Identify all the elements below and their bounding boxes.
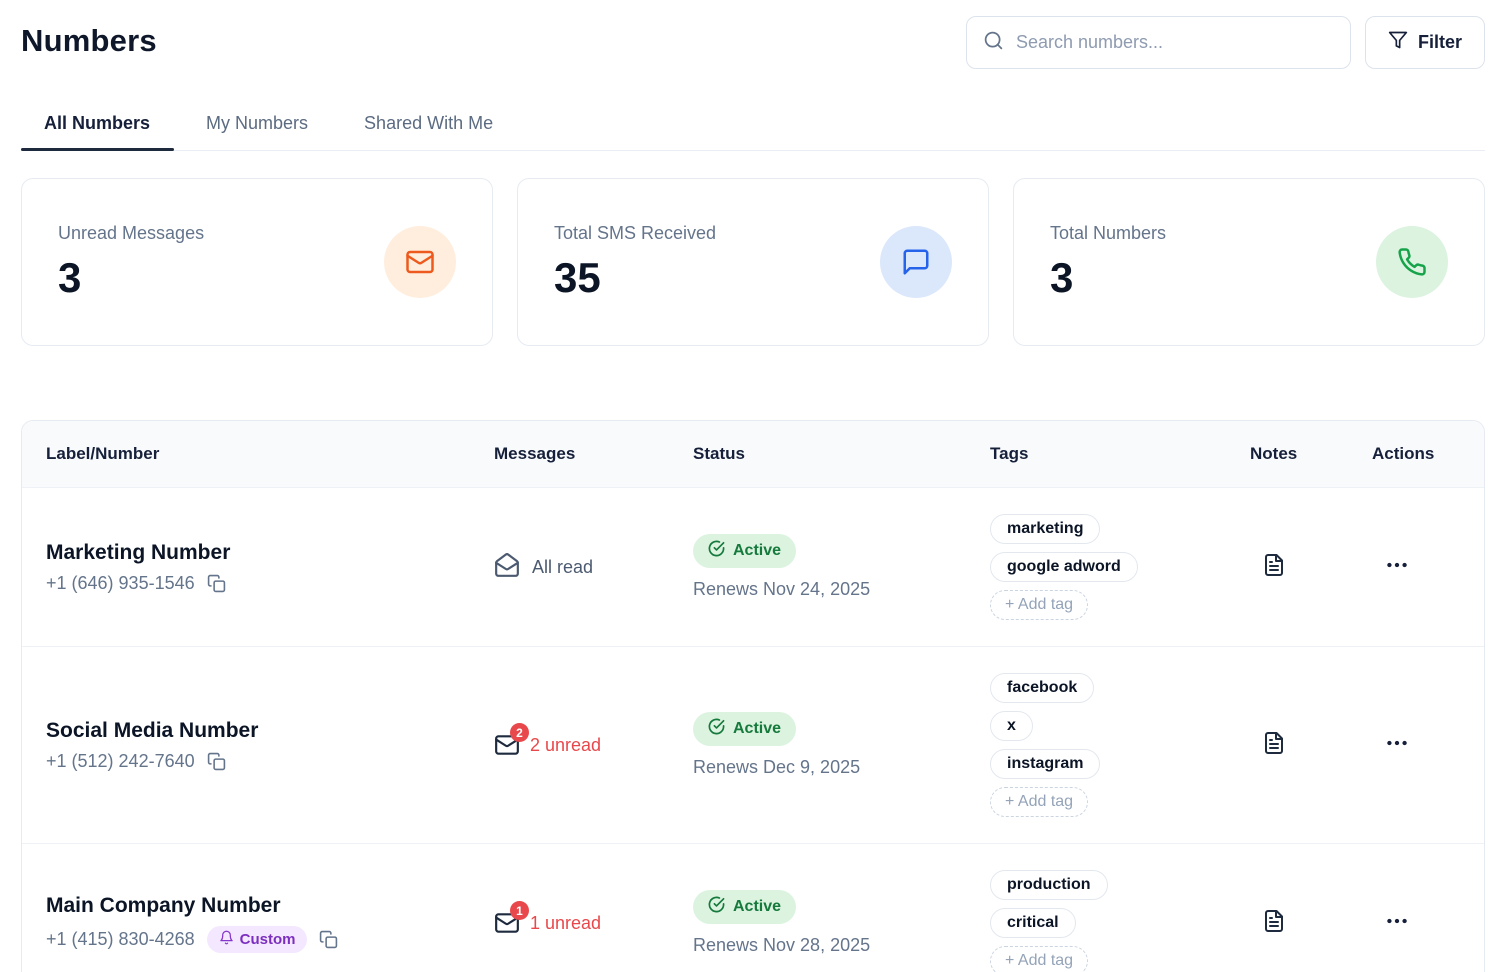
add-tag-button[interactable]: + Add tag bbox=[990, 787, 1089, 817]
phone-number: +1 (646) 935-1546 bbox=[46, 572, 195, 593]
status-badge: Active bbox=[693, 890, 797, 924]
stat-value: 3 bbox=[58, 253, 82, 301]
tag[interactable]: marketing bbox=[990, 514, 1101, 544]
mail-icon: 1 bbox=[494, 901, 529, 936]
status-label: Active bbox=[733, 720, 782, 737]
renewal-date: Renews Nov 24, 2025 bbox=[693, 579, 871, 599]
table-row-main-company-number: Main Company Number +1 (415) 830-4268 Cu… bbox=[22, 843, 1484, 972]
page-header: Numbers Filter bbox=[21, 0, 1485, 69]
phone-number: +1 (512) 242-7640 bbox=[46, 750, 195, 771]
numbers-table: Label/Number Messages Status Tags Notes … bbox=[21, 420, 1485, 972]
add-tag-button[interactable]: + Add tag bbox=[990, 946, 1089, 972]
messages-status: 1 1 unread bbox=[494, 901, 693, 936]
column-header-label: Label/Number bbox=[46, 444, 160, 463]
column-header-status: Status bbox=[693, 444, 745, 463]
check-circle-icon bbox=[708, 896, 725, 918]
number-label: Social Media Number bbox=[46, 718, 259, 742]
custom-badge-label: Custom bbox=[239, 930, 296, 948]
tab-my-numbers[interactable]: My Numbers bbox=[206, 113, 309, 133]
filter-button[interactable]: Filter bbox=[1364, 16, 1485, 69]
renewal-date: Renews Dec 9, 2025 bbox=[693, 757, 861, 777]
number-label: Marketing Number bbox=[46, 540, 231, 564]
status-label: Active bbox=[733, 898, 782, 915]
copy-icon[interactable] bbox=[319, 930, 338, 949]
tag[interactable]: x bbox=[990, 711, 1033, 741]
tabs-bar: All Numbers My Numbers Shared With Me bbox=[20, 103, 1485, 151]
check-circle-icon bbox=[708, 540, 725, 562]
add-tag-button[interactable]: + Add tag bbox=[990, 590, 1089, 620]
messages-status: All read bbox=[494, 552, 693, 583]
note-document-icon[interactable] bbox=[1262, 909, 1286, 933]
renewal-date: Renews Nov 28, 2025 bbox=[693, 935, 871, 955]
search-icon bbox=[983, 30, 1004, 56]
mail-icon bbox=[384, 226, 456, 298]
note-document-icon[interactable] bbox=[1262, 553, 1286, 577]
page-title: Numbers bbox=[21, 23, 157, 58]
table-header: Label/Number Messages Status Tags Notes … bbox=[22, 421, 1484, 487]
stat-value: 35 bbox=[554, 253, 601, 301]
mail-open-icon bbox=[494, 552, 520, 583]
unread-count-badge: 2 bbox=[510, 723, 529, 742]
filter-button-label: Filter bbox=[1417, 32, 1462, 52]
custom-badge: Custom bbox=[206, 925, 308, 953]
tab-shared-with-me[interactable]: Shared With Me bbox=[364, 113, 494, 133]
number-label: Main Company Number bbox=[46, 893, 281, 917]
table-row-social-media-number: Social Media Number +1 (512) 242-7640 2 … bbox=[22, 646, 1484, 843]
messages-status-text: 2 unread bbox=[530, 734, 602, 755]
column-header-actions: Actions bbox=[1372, 444, 1435, 463]
bell-icon bbox=[219, 930, 234, 949]
mail-icon: 2 bbox=[494, 723, 529, 758]
stat-card-unread-messages: Unread Messages 3 bbox=[21, 178, 493, 346]
tag[interactable]: google adword bbox=[990, 552, 1138, 582]
stat-label: Total Numbers bbox=[1050, 222, 1167, 243]
more-actions-icon[interactable] bbox=[1384, 730, 1410, 756]
copy-icon[interactable] bbox=[207, 752, 226, 771]
tag[interactable]: instagram bbox=[990, 749, 1101, 779]
tab-all-numbers[interactable]: All Numbers bbox=[20, 103, 175, 151]
tag[interactable]: facebook bbox=[990, 673, 1095, 703]
header-actions: Filter bbox=[965, 16, 1485, 69]
stat-card-total-numbers: Total Numbers 3 bbox=[1013, 178, 1485, 346]
chat-bubble-icon bbox=[880, 226, 952, 298]
messages-status-text: All read bbox=[532, 556, 594, 577]
stat-card-total-sms: Total SMS Received 35 bbox=[517, 178, 989, 346]
stat-label: Total SMS Received bbox=[554, 222, 717, 243]
unread-count-badge: 1 bbox=[510, 901, 529, 920]
messages-status: 2 2 unread bbox=[494, 723, 693, 758]
stats-row: Unread Messages 3 Total SMS Received 35 … bbox=[21, 178, 1485, 346]
stat-label: Unread Messages bbox=[58, 222, 205, 243]
tag[interactable]: production bbox=[990, 870, 1108, 900]
phone-number: +1 (415) 830-4268 bbox=[46, 928, 195, 949]
status-label: Active bbox=[733, 542, 782, 559]
check-circle-icon bbox=[708, 718, 725, 740]
column-header-messages: Messages bbox=[494, 444, 576, 463]
status-badge: Active bbox=[693, 534, 797, 568]
copy-icon[interactable] bbox=[207, 574, 226, 593]
note-document-icon[interactable] bbox=[1262, 731, 1286, 755]
column-header-tags: Tags bbox=[990, 444, 1029, 463]
stat-value: 3 bbox=[1050, 253, 1074, 301]
search-input[interactable] bbox=[1015, 32, 1334, 53]
status-badge: Active bbox=[693, 712, 797, 746]
column-header-notes: Notes bbox=[1250, 444, 1298, 463]
more-actions-icon[interactable] bbox=[1384, 552, 1410, 578]
phone-icon bbox=[1376, 226, 1448, 298]
tag[interactable]: critical bbox=[990, 908, 1076, 938]
search-box[interactable] bbox=[965, 16, 1351, 69]
filter-funnel-icon bbox=[1388, 30, 1408, 55]
messages-status-text: 1 unread bbox=[530, 912, 602, 933]
more-actions-icon[interactable] bbox=[1384, 908, 1410, 934]
table-row-marketing-number: Marketing Number +1 (646) 935-1546 All r… bbox=[22, 487, 1484, 646]
